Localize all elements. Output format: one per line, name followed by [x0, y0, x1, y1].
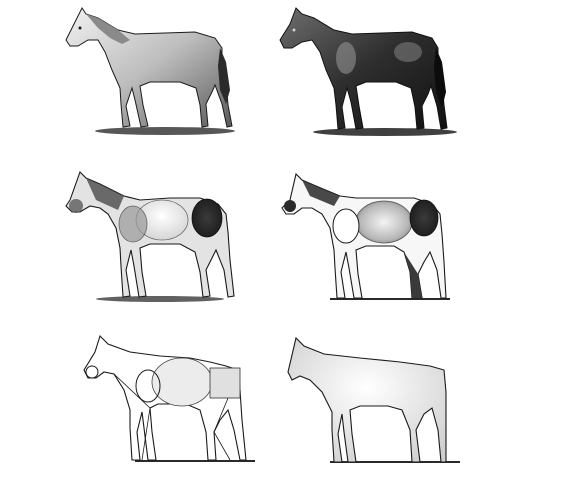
- panel-form-tones: [281, 172, 450, 300]
- horse-body: [279, 7, 448, 130]
- hip-form: [191, 198, 223, 238]
- barrel-form: [355, 200, 413, 244]
- panel-construction: [83, 334, 255, 462]
- eye: [292, 28, 296, 32]
- hip-form: [409, 199, 439, 237]
- horse-outline: [287, 336, 447, 463]
- tail: [434, 48, 446, 108]
- leg-shading: [404, 252, 422, 298]
- ground-shadow: [95, 127, 235, 135]
- ground-shadow: [96, 296, 224, 302]
- neck-form: [302, 180, 340, 206]
- neck-shading: [86, 178, 124, 210]
- head-circle: [85, 365, 99, 379]
- panel-silhouette: [287, 336, 460, 463]
- hip-box: [209, 367, 241, 399]
- head-form: [69, 199, 83, 213]
- hip-highlight: [394, 42, 422, 62]
- panel-shaded-forms: [65, 170, 235, 302]
- horse-body: [65, 7, 233, 128]
- eye: [78, 26, 82, 30]
- ground-shadow: [313, 128, 457, 136]
- construction-lines-rear: [213, 397, 231, 461]
- chest-form: [135, 369, 161, 403]
- construction-lines: [113, 373, 151, 461]
- tail: [218, 48, 230, 104]
- shoulder-highlight: [336, 42, 356, 74]
- barrel-form: [151, 357, 213, 407]
- panel-finished-dark-horse: [279, 7, 457, 136]
- panel-finished-light-horse: [65, 7, 235, 135]
- mane: [86, 14, 130, 44]
- head-form: [284, 200, 296, 212]
- chest-form: [118, 205, 148, 243]
- chest-form: [332, 208, 360, 244]
